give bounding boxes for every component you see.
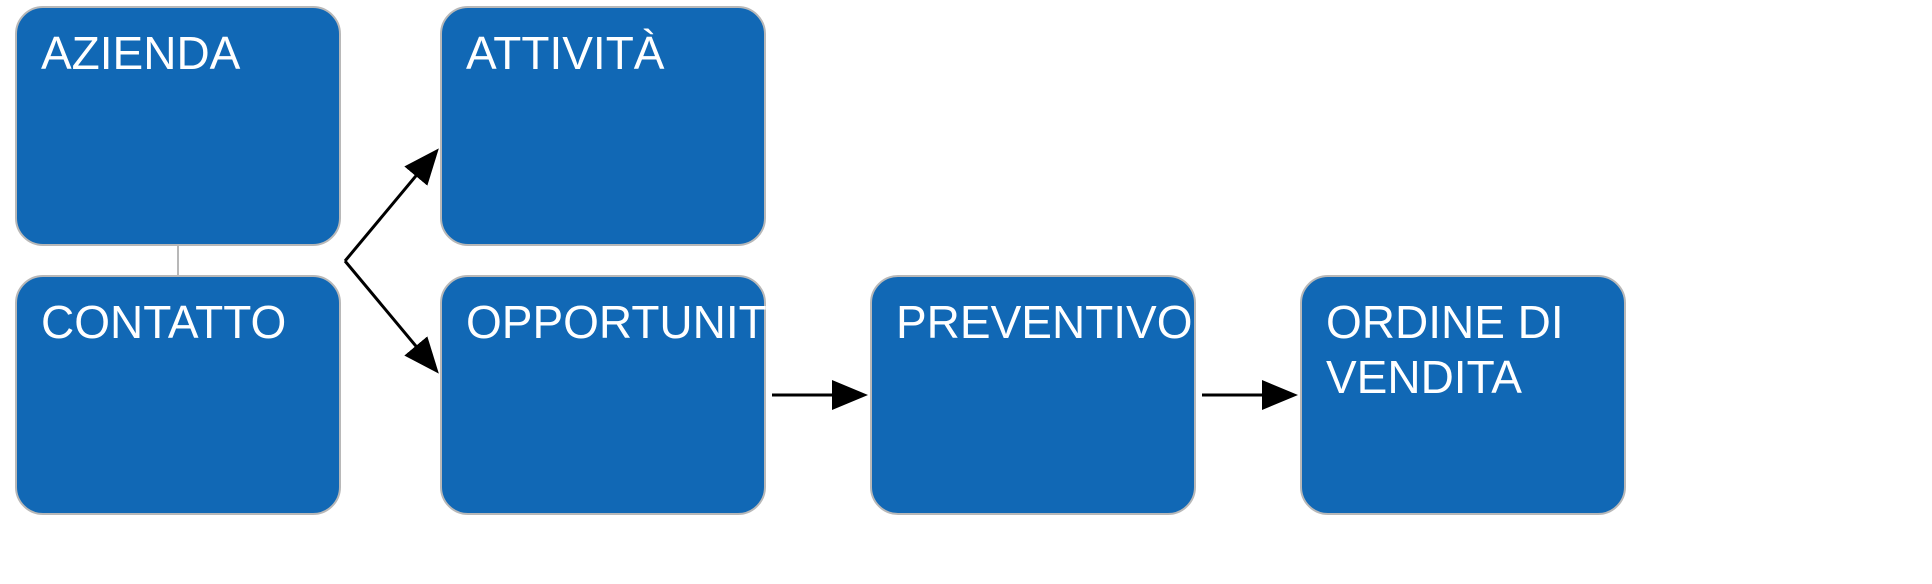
- node-opportunita: OPPORTUNITÀ: [440, 275, 766, 515]
- connector-azienda-contatto: [177, 246, 179, 275]
- node-azienda: AZIENDA: [15, 6, 341, 246]
- node-label: OPPORTUNITÀ: [466, 295, 797, 350]
- node-label: AZIENDA: [41, 26, 240, 81]
- node-label: PREVENTIVO: [896, 295, 1193, 350]
- node-contatto: CONTATTO: [15, 275, 341, 515]
- node-label: ORDINE DI VENDITA: [1326, 295, 1600, 405]
- node-label: CONTATTO: [41, 295, 286, 350]
- node-ordine: ORDINE DI VENDITA: [1300, 275, 1626, 515]
- node-attivita: ATTIVITÀ: [440, 6, 766, 246]
- node-preventivo: PREVENTIVO: [870, 275, 1196, 515]
- node-label: ATTIVITÀ: [466, 26, 665, 81]
